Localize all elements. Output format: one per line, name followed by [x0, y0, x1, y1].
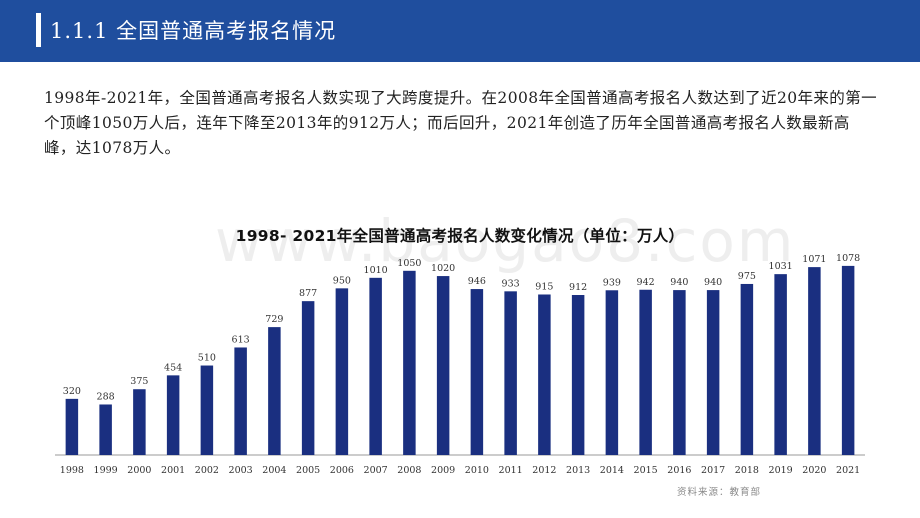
bar-1999	[99, 404, 112, 455]
bar-2003	[234, 347, 247, 455]
bar-2010	[470, 289, 484, 455]
header-bar: 1.1.1 全国普通高考报名情况	[0, 0, 920, 62]
x-tick-label-1999: 1999	[94, 465, 118, 476]
value-label-1998: 320	[63, 386, 81, 397]
x-tick-label-2015: 2015	[634, 465, 658, 476]
bar-2005	[301, 301, 315, 455]
value-label-2000: 375	[130, 376, 148, 387]
header-accent-mark	[36, 13, 41, 47]
x-tick-label-1998: 1998	[60, 465, 84, 476]
value-label-2012: 915	[535, 281, 553, 292]
intro-paragraph: 1998年-2021年，全国普通高考报名人数实现了大跨度提升。在2008年全国普…	[44, 89, 878, 157]
x-tick-label-2004: 2004	[262, 465, 286, 476]
value-label-2020: 1071	[802, 254, 826, 265]
value-label-1999: 288	[97, 391, 115, 402]
x-tick-label-2000: 2000	[127, 465, 151, 476]
x-tick-label-2019: 2019	[769, 465, 793, 476]
bar-2001	[166, 375, 180, 455]
bar-2018	[740, 283, 754, 455]
bar-2013	[571, 295, 585, 455]
value-label-2015: 942	[637, 277, 655, 288]
value-label-2013: 912	[569, 282, 587, 293]
bar-2011	[504, 291, 517, 455]
value-label-2018: 975	[738, 271, 756, 282]
x-tick-label-2006: 2006	[330, 465, 354, 476]
bar-2007	[369, 277, 382, 455]
x-tick-label-2013: 2013	[566, 465, 590, 476]
x-tick-label-2007: 2007	[364, 465, 388, 476]
value-label-2002: 510	[198, 353, 216, 364]
x-tick-label-2020: 2020	[802, 465, 826, 476]
x-tick-label-2016: 2016	[667, 465, 691, 476]
bar-2009	[436, 276, 450, 455]
value-label-2021: 1078	[836, 253, 860, 264]
value-label-2019: 1031	[769, 261, 793, 272]
x-tick-label-2008: 2008	[397, 465, 421, 476]
page-title: 1.1.1 全国普通高考报名情况	[50, 19, 337, 43]
bar-2015	[639, 289, 652, 455]
bar-2020	[808, 267, 821, 455]
value-label-2005: 877	[299, 288, 317, 299]
bar-1998	[65, 398, 79, 455]
x-tick-label-2014: 2014	[600, 465, 624, 476]
x-tick-label-2009: 2009	[431, 465, 455, 476]
x-tick-label-2003: 2003	[229, 465, 253, 476]
bar-2000	[133, 389, 146, 455]
bar-2004	[268, 327, 281, 455]
bar-2014	[605, 290, 619, 455]
x-tick-label-2021: 2021	[836, 465, 860, 476]
bar-2021	[841, 265, 855, 455]
bar-2012	[538, 294, 551, 455]
x-tick-label-2001: 2001	[161, 465, 185, 476]
value-label-2014: 939	[603, 277, 621, 288]
bar-2006	[335, 288, 349, 455]
x-tick-label-2005: 2005	[296, 465, 320, 476]
value-label-2010: 946	[468, 276, 486, 287]
x-tick-label-2002: 2002	[195, 465, 219, 476]
value-label-2006: 950	[333, 275, 351, 286]
source-note: 资料来源：教育部	[677, 487, 762, 498]
value-label-2001: 454	[164, 362, 182, 373]
value-label-2016: 940	[670, 277, 688, 288]
x-tick-label-2011: 2011	[499, 465, 523, 476]
value-label-2004: 729	[265, 314, 283, 325]
bar-2016	[673, 290, 686, 455]
value-label-2011: 933	[502, 278, 520, 289]
x-tick-label-2017: 2017	[701, 465, 725, 476]
value-label-2009: 1020	[431, 263, 455, 274]
value-label-2007: 1010	[364, 265, 388, 276]
bar-2008	[403, 270, 416, 455]
bar-2017	[706, 290, 720, 455]
bar-2002	[200, 365, 214, 455]
bar-2019	[774, 274, 787, 455]
value-label-2008: 1050	[397, 258, 421, 269]
x-tick-label-2018: 2018	[735, 465, 759, 476]
chart-title: 1998- 2021年全国普通高考报名人数变化情况（单位：万人）	[235, 227, 685, 245]
x-tick-label-2010: 2010	[465, 465, 489, 476]
x-tick-label-2012: 2012	[532, 465, 556, 476]
value-label-2017: 940	[704, 277, 722, 288]
value-label-2003: 613	[232, 334, 250, 345]
